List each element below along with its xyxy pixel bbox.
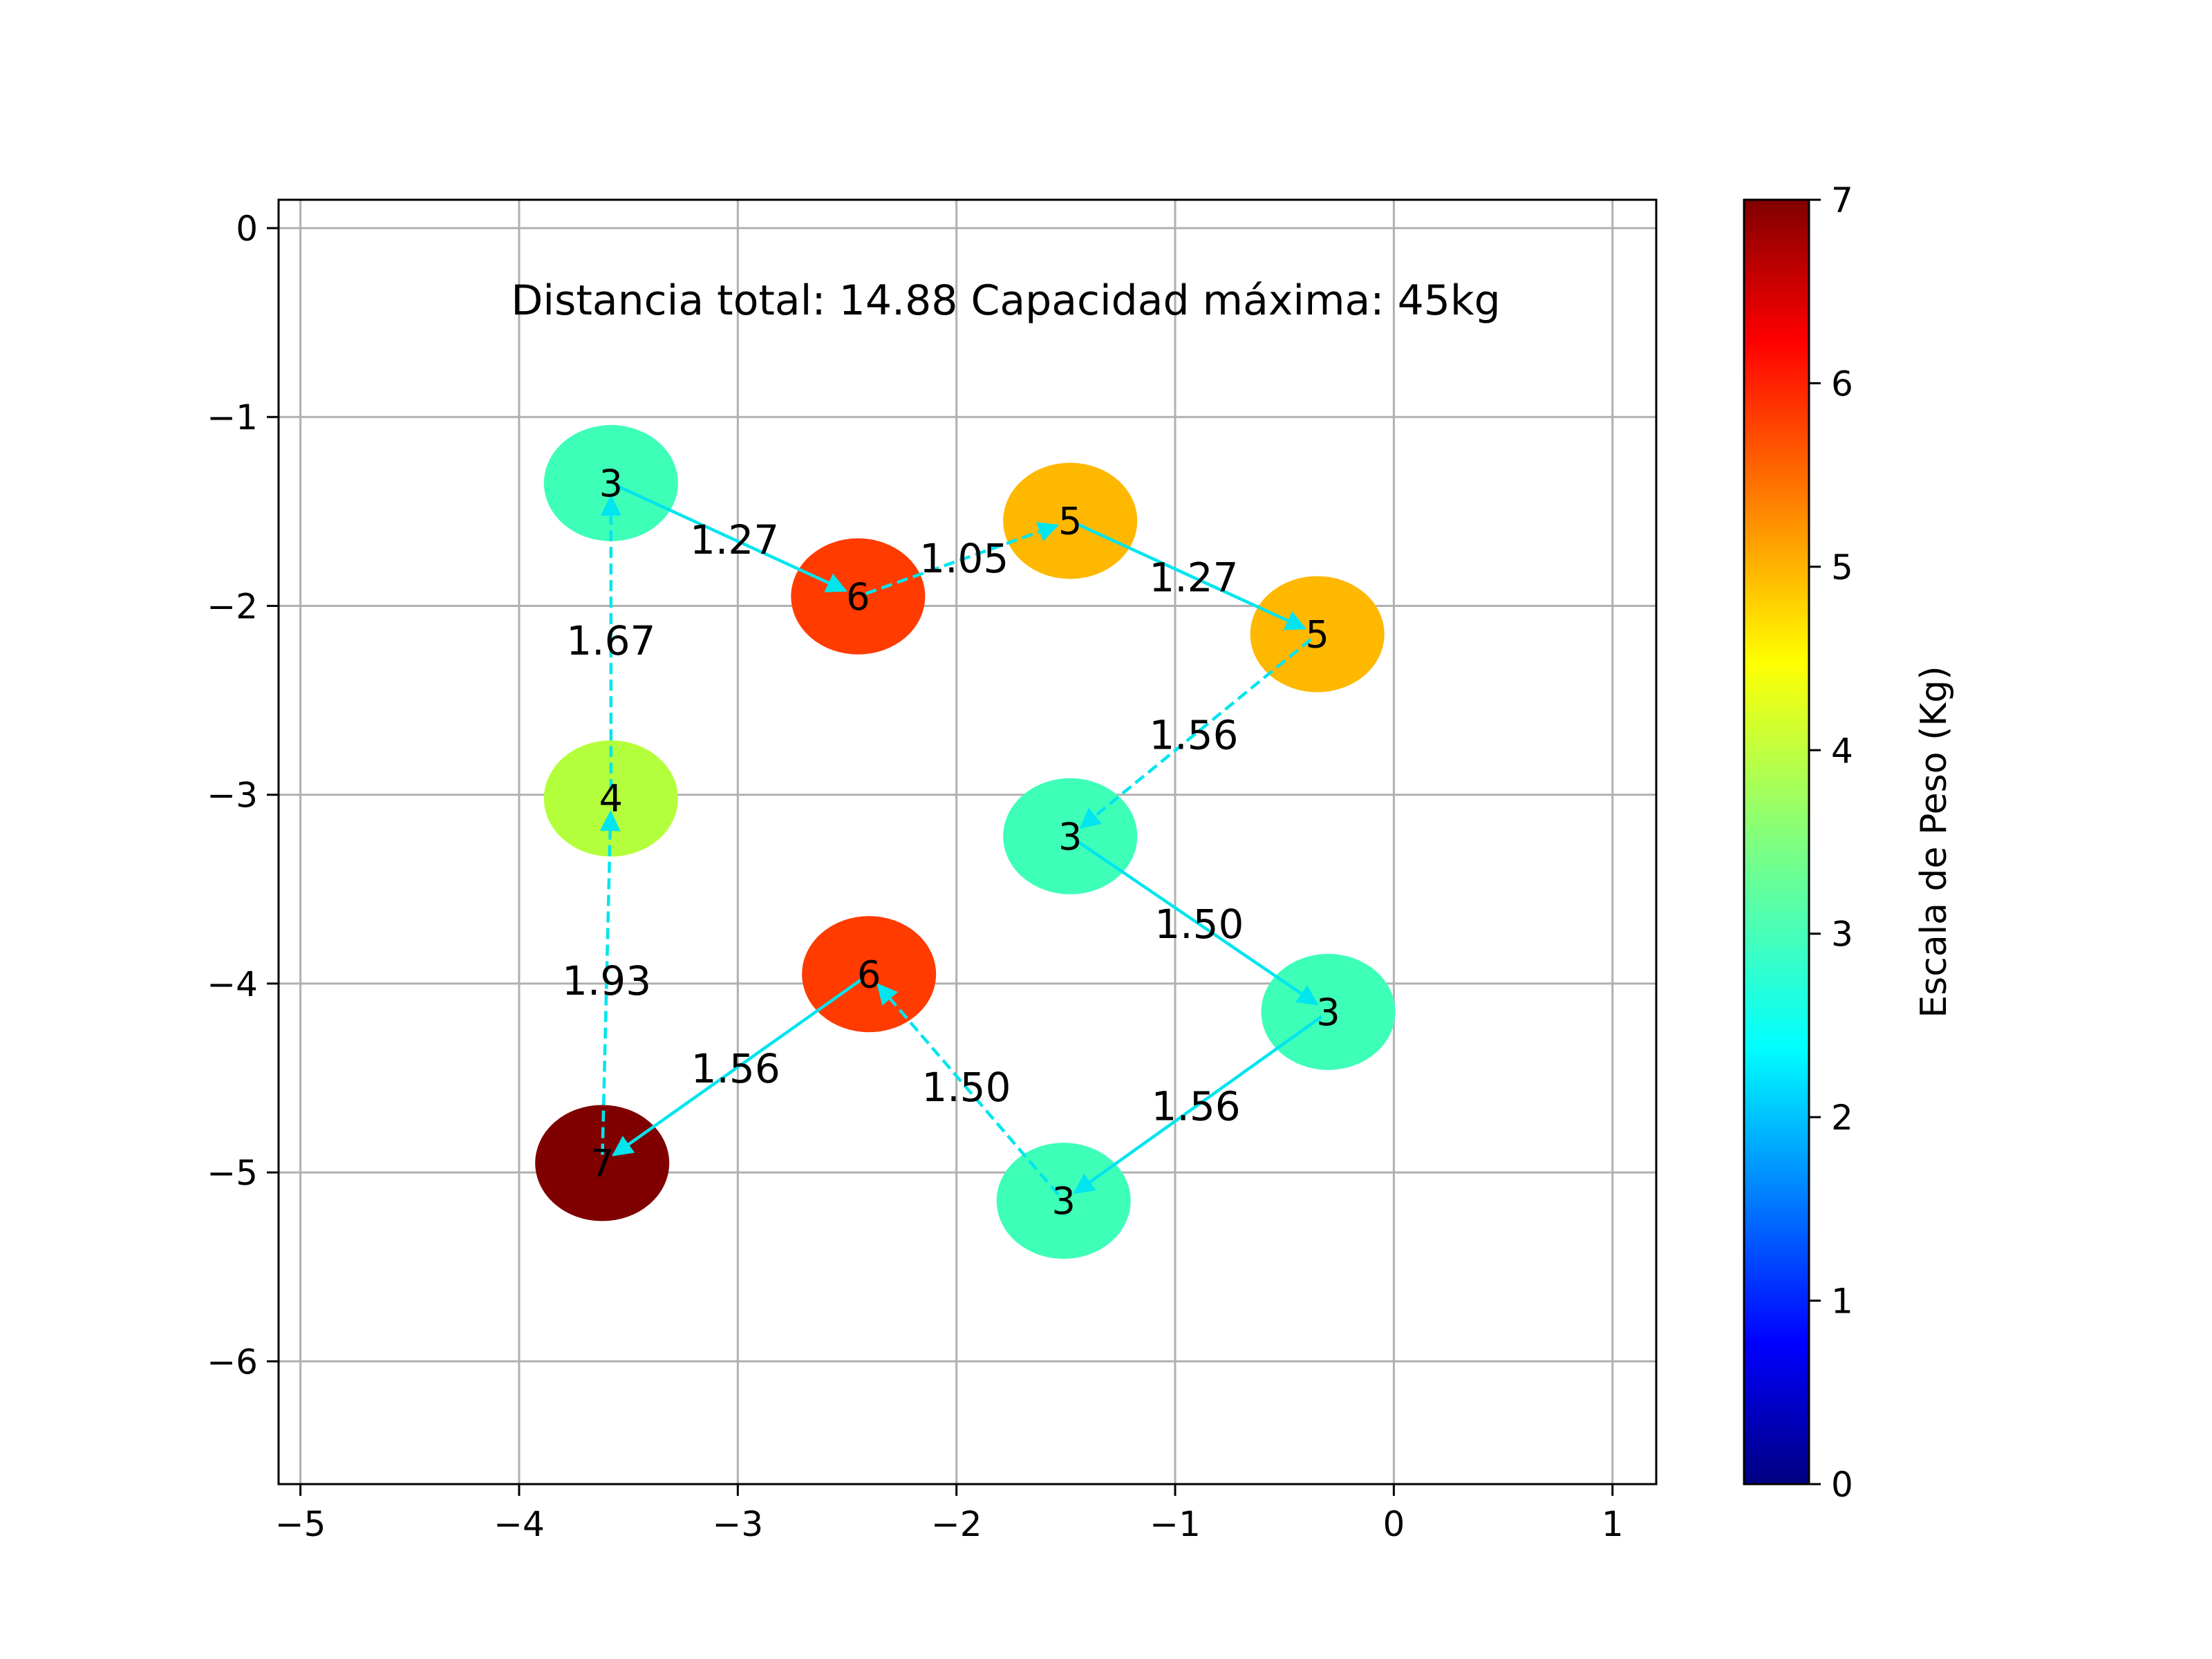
route-summary-annotation: Distancia total: 14.88 Capacidad máxima:… bbox=[511, 276, 1501, 325]
y-tick-label-4: −4 bbox=[207, 964, 258, 1004]
node-label-8: 7 bbox=[590, 1142, 614, 1185]
colorbar-tick-label-4: 4 bbox=[1831, 731, 1853, 771]
edge-label-0: 1.27 bbox=[690, 516, 779, 563]
edge-label-9: 1.67 bbox=[566, 617, 655, 664]
y-tick-label-2: −2 bbox=[207, 586, 258, 626]
node-marker-5 bbox=[1261, 953, 1396, 1070]
node-marker-2 bbox=[1003, 462, 1138, 579]
edge-8 bbox=[599, 810, 621, 1155]
grid-lines bbox=[279, 200, 1656, 1484]
axis-ticks: −5 −4 −3 −2 −1 0 1 0 −1 −2 −3 −4 −5 −6 bbox=[207, 209, 1623, 1544]
x-tick-label-6: 1 bbox=[1602, 1504, 1624, 1544]
edge-1 bbox=[865, 522, 1060, 595]
node-label-9: 4 bbox=[599, 777, 623, 821]
y-tick-label-5: −5 bbox=[207, 1153, 258, 1193]
node-marker-6 bbox=[996, 1143, 1131, 1259]
x-tick-label-4: −1 bbox=[1150, 1504, 1201, 1544]
colorbar-ticks: 0 1 2 3 4 5 6 7 bbox=[1809, 180, 1853, 1505]
node-label-0: 3 bbox=[599, 462, 623, 505]
node-label-2: 5 bbox=[1058, 500, 1082, 543]
edge-labels: 1.27 1.05 1.27 1.56 1.50 1.56 1.50 1.56 1.93 1.67 bbox=[562, 516, 1244, 1130]
node-label-1: 6 bbox=[846, 575, 870, 619]
node-label-4: 3 bbox=[1058, 815, 1082, 859]
x-tick-label-2: −3 bbox=[712, 1504, 763, 1544]
edge-label-5: 1.56 bbox=[1152, 1083, 1241, 1130]
edge-label-8: 1.93 bbox=[562, 957, 651, 1004]
colorbar bbox=[1743, 198, 1810, 1485]
y-tick-label-1: −1 bbox=[207, 397, 258, 438]
edge-label-2: 1.27 bbox=[1149, 554, 1238, 601]
edge-label-1: 1.05 bbox=[919, 535, 1009, 582]
node-marker-8 bbox=[535, 1105, 670, 1221]
y-tick-label-6: −6 bbox=[207, 1342, 258, 1382]
colorbar-tick-label-6: 6 bbox=[1831, 364, 1853, 404]
node-marker-7 bbox=[802, 916, 937, 1033]
edge-7 bbox=[612, 977, 863, 1156]
edge-4 bbox=[1076, 839, 1319, 1006]
edge-0 bbox=[617, 485, 847, 592]
y-tick-label-3: −3 bbox=[207, 776, 258, 816]
node-label-6: 3 bbox=[1052, 1179, 1076, 1223]
node-labels: 3 6 5 5 3 3 3 6 7 4 bbox=[590, 462, 1340, 1223]
edge-6 bbox=[877, 983, 1060, 1196]
node-marker-9 bbox=[543, 740, 678, 857]
colorbar-tick-label-1: 1 bbox=[1831, 1282, 1853, 1322]
node-label-3: 5 bbox=[1305, 612, 1329, 656]
y-tick-label-0: 0 bbox=[236, 209, 258, 249]
x-tick-label-5: 0 bbox=[1382, 1504, 1405, 1544]
edge-2 bbox=[1077, 523, 1307, 630]
node-label-5: 3 bbox=[1316, 991, 1340, 1034]
colorbar-tick-label-2: 2 bbox=[1831, 1098, 1853, 1138]
colorbar-tick-label-5: 5 bbox=[1831, 547, 1853, 588]
colorbar-tick-label-0: 0 bbox=[1831, 1465, 1853, 1505]
edge-label-7: 1.56 bbox=[691, 1045, 780, 1092]
x-tick-label-0: −5 bbox=[275, 1504, 326, 1544]
edge-label-4: 1.50 bbox=[1154, 901, 1244, 948]
node-label-7: 6 bbox=[857, 953, 881, 996]
colorbar-tick-label-3: 3 bbox=[1831, 915, 1853, 955]
colorbar-label: Escala de Peso (Kg) bbox=[1913, 666, 1955, 1018]
x-tick-label-1: −4 bbox=[494, 1504, 545, 1544]
edge-5 bbox=[1073, 1015, 1323, 1194]
x-tick-label-3: −2 bbox=[931, 1504, 982, 1544]
edge-label-6: 1.50 bbox=[921, 1064, 1011, 1111]
node-marker-0 bbox=[543, 424, 678, 541]
edges bbox=[599, 485, 1323, 1196]
edge-label-3: 1.56 bbox=[1149, 712, 1238, 759]
plot-area-frame bbox=[277, 198, 1658, 1485]
colorbar-tick-label-7: 7 bbox=[1831, 180, 1853, 221]
node-marker-1 bbox=[791, 538, 926, 655]
